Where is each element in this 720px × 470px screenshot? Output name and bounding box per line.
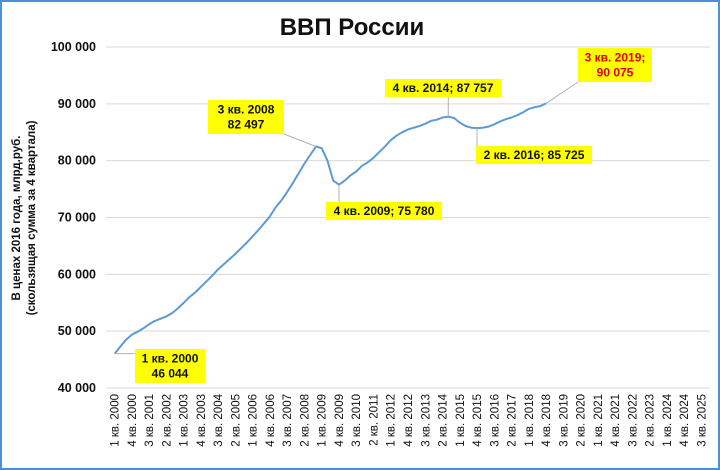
callout-label: 3 кв. 2008 [218,103,275,117]
y-tick-label: 50 000 [58,324,96,338]
x-tick-label: 3 кв. 2019 [558,394,570,447]
x-tick-label: 1 кв. 2003 [179,394,191,447]
gdp-series-line [113,102,547,355]
callout-label: 90 075 [597,66,634,80]
grid-layer [106,46,710,389]
x-tick-label: 4 кв. 2000 [127,394,139,447]
x-tick-label: 3 кв. 2016 [489,394,501,447]
callout-label: 46 044 [152,367,189,381]
x-tick-label: 3 кв. 2001 [144,394,156,447]
callout-leader [283,133,317,147]
y-axis-label-line2: (скользящая сумма за 4 квартала) [26,120,38,315]
callout-box [476,146,592,164]
y-tick-labels: 40 000 50 000 60 000 70 000 80 000 90 000 100 … [51,40,96,395]
callout-box [385,79,501,97]
x-tick-label: 4 кв. 2015 [472,394,484,447]
x-tick-label: 2 кв. 2005 [230,394,242,447]
callout-label: 4 кв. 2014; 87 757 [393,81,494,95]
x-tick-label: 4 кв. 2021 [610,394,622,447]
x-tick-label: 1 кв. 2009 [317,394,329,447]
y-tick-label: 60 000 [58,267,96,281]
x-tick-labels: 1 кв. 2000 4 кв. 2000 3 кв. 2001 2 кв. 2002… [110,393,709,446]
x-tick-label: 1 кв. 2006 [248,394,260,447]
x-tick-label: 2 кв. 2020 [576,394,588,447]
callout-label: 1 кв. 2000 [142,352,199,366]
x-tick-label: 1 кв. 2015 [455,394,467,447]
callout-leader [545,81,579,104]
x-tick-label: 3 кв. 2010 [351,394,363,447]
y-tick-label: 70 000 [58,211,96,225]
callout-label: 3 кв. 2019; [585,51,646,65]
callout-box [578,48,652,82]
x-tick-label: 4 кв. 2003 [196,394,208,447]
y-axis-label-line1: В ценах 2016 года, млрд.руб. [11,136,23,301]
series-layer [113,102,547,355]
x-tick-label: 3 кв. 2025 [696,394,708,447]
x-tick-label: 3 кв. 2007 [282,394,294,447]
x-tick-label: 1 кв. 2021 [593,394,605,447]
chart-title: ВВП России [280,14,425,41]
y-tick-label: 100 000 [51,40,96,54]
callout-label: 2 кв. 2016; 85 725 [484,148,585,162]
x-tick-label: 4 кв. 2012 [403,394,415,447]
x-tick-label: 1 кв. 2000 [110,394,122,447]
x-tick-label: 4 кв. 2006 [265,394,277,447]
callout-box [135,349,205,383]
x-tick-label: 1 кв. 2012 [386,394,398,447]
x-tick-label: 4 кв. 2009 [334,394,346,447]
x-tick-label: 3 кв. 2004 [213,393,225,446]
callout-box [208,100,284,134]
callout-box [326,202,442,220]
y-tick-label: 90 000 [58,97,96,111]
x-tick-label: 4 кв. 2018 [541,394,553,447]
x-tick-label: 4 кв. 2024 [679,393,691,446]
x-tick-label: 2 кв. 2008 [299,394,311,447]
y-tick-label: 80 000 [58,154,96,168]
y-tick-label: 40 000 [58,381,96,395]
x-tick-label: 2 кв. 2023 [645,394,657,447]
x-tick-label: 2 кв. 2017 [507,394,519,447]
x-tick-label: 2 кв. 2011 [368,394,380,446]
callout-label: 4 кв. 2009; 75 780 [334,204,435,218]
x-tick-label: 1 кв. 2018 [524,394,536,447]
x-tick-label: 1 кв. 2024 [662,393,674,446]
x-tick-label: 2 кв. 2014 [438,393,450,446]
x-tick-label: 3 кв. 2022 [627,394,639,447]
x-tick-label: 2 кв. 2002 [161,394,173,447]
callout-label: 82 497 [228,118,265,132]
x-tick-label: 3 кв. 2013 [420,394,432,447]
